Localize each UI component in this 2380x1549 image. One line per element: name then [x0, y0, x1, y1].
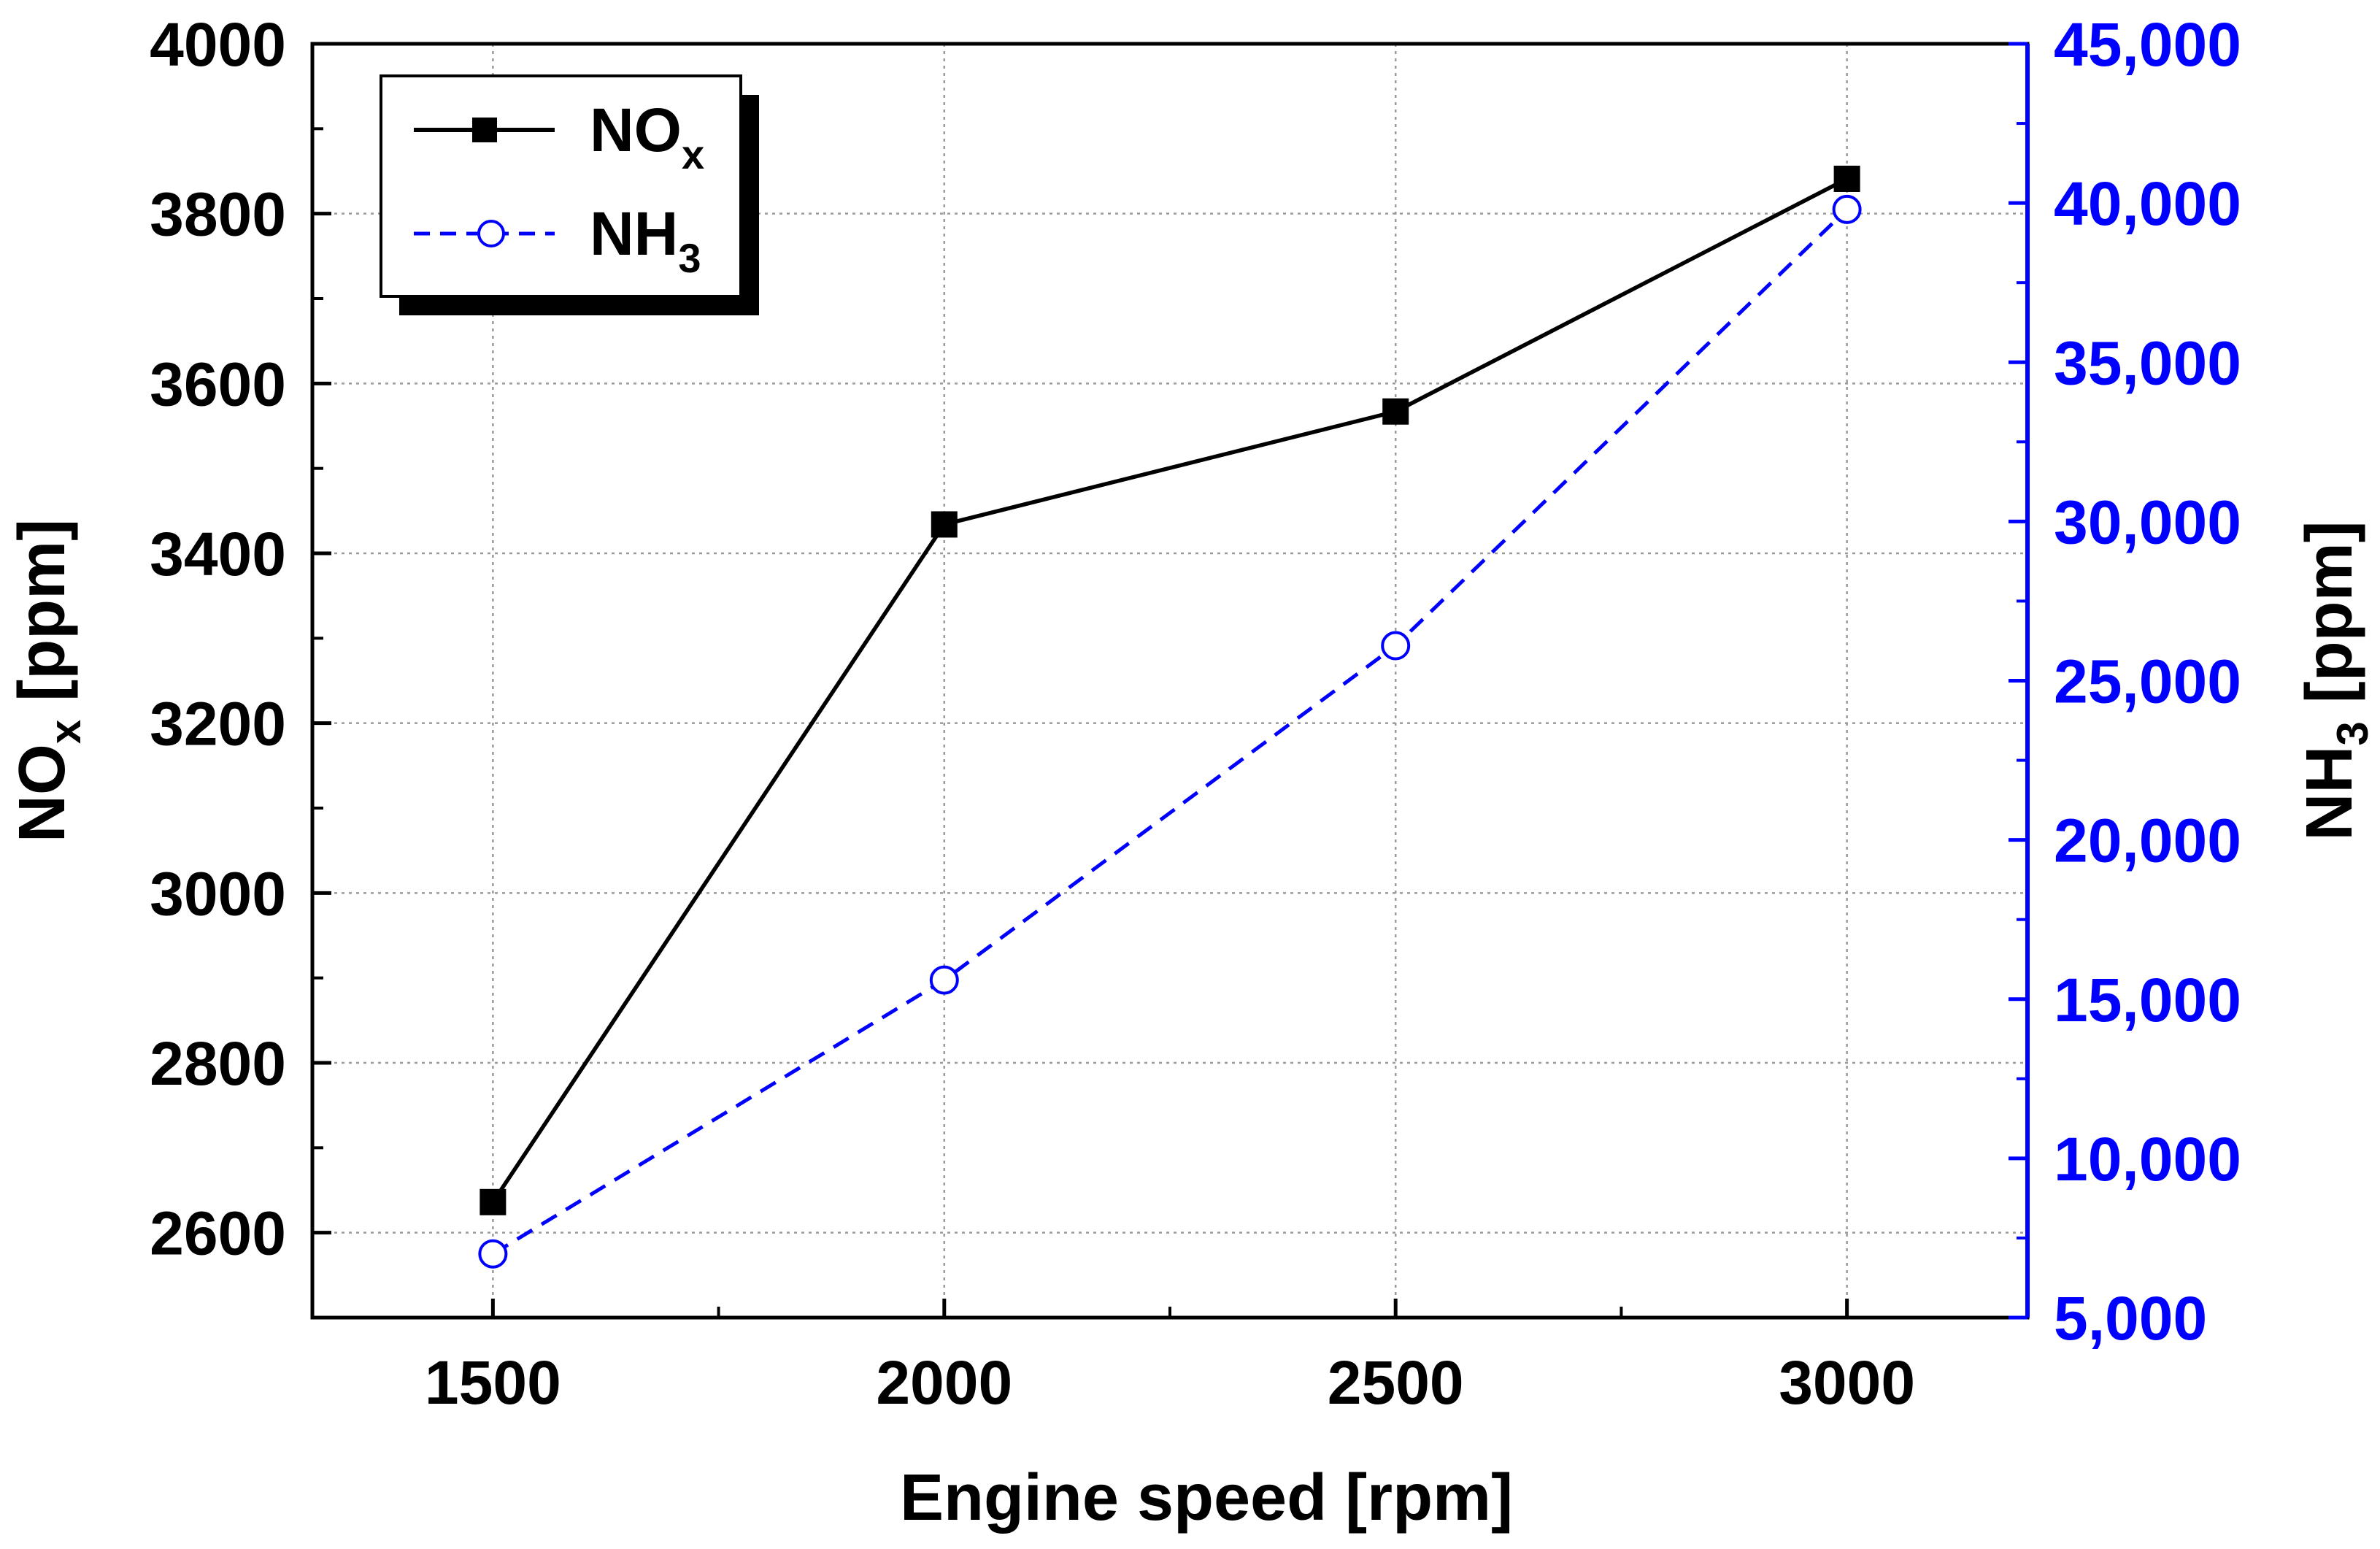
y-tick-label: 2800: [150, 1029, 286, 1098]
y-tick-label: 3600: [150, 350, 286, 418]
data-point-nh3: [478, 1239, 508, 1269]
y2-axis-title: NH3 [ppm]: [2293, 520, 2377, 840]
x-tick-label: 3000: [1779, 1348, 1915, 1417]
y2-tick-label: 35,000: [2054, 328, 2241, 397]
y2-axis-title-main: NH: [2293, 746, 2366, 841]
x-tick-label: 1500: [425, 1348, 561, 1417]
series-line-nox: [491, 177, 1848, 1204]
y2-tick-label: 5,000: [2054, 1284, 2207, 1353]
legend-nh3-label: NH3: [590, 199, 701, 281]
y-tick-label: 2600: [150, 1199, 286, 1268]
legend-box: [380, 74, 742, 298]
data-point-nox: [480, 1188, 507, 1215]
y2-tick-label: 40,000: [2054, 169, 2241, 238]
legend-nh3-marker: [477, 220, 505, 247]
x-tick-label: 2000: [876, 1348, 1012, 1417]
axes: 1500 2000 2500 3000 2600 2800 3000 3200 3400 3600…: [150, 10, 2241, 1417]
x-tick-label: 2500: [1328, 1348, 1464, 1417]
y2-tick-label: 10,000: [2054, 1125, 2241, 1194]
legend-nox-label-main: NO: [590, 96, 682, 164]
y-axis-title-sub: x: [41, 720, 90, 744]
x-axis-title: Engine speed [rpm]: [900, 1461, 1513, 1534]
data-point-nox: [1833, 165, 1860, 192]
legend-nh3-label-sub: 3: [678, 235, 701, 281]
y-axis-title-main: NO: [6, 744, 79, 842]
y-tick-label: 4000: [150, 10, 286, 79]
data-point-nox: [931, 511, 958, 538]
series-layer: [478, 165, 1862, 1269]
y-axis-title-unit: [ppm]: [6, 519, 79, 720]
y-tick-label: 3400: [150, 520, 286, 588]
y-tick-label: 3200: [150, 690, 286, 758]
y2-tick-label: 25,000: [2054, 647, 2241, 716]
data-point-nh3: [1832, 194, 1862, 224]
data-point-nh3: [1381, 631, 1411, 661]
legend-nox-marker: [472, 118, 497, 142]
legend-nox-label: NOx: [590, 96, 704, 177]
legend: NOx NH3: [380, 74, 759, 315]
y2-tick-label: 15,000: [2054, 966, 2241, 1034]
y2-axis-title-unit: [ppm]: [2293, 520, 2366, 721]
y2-tick-label: 30,000: [2054, 488, 2241, 556]
y-tick-label: 3800: [150, 180, 286, 249]
data-point-nox: [1382, 398, 1409, 425]
legend-nh3-label-main: NH: [590, 199, 678, 268]
y-axis-title: NOx [ppm]: [6, 519, 90, 842]
y2-axis-title-sub: 3: [2328, 721, 2377, 745]
y2-tick-label: 45,000: [2054, 10, 2241, 79]
legend-nox-label-sub: x: [682, 131, 704, 177]
data-point-nh3: [929, 965, 959, 995]
y2-tick-label: 20,000: [2054, 807, 2241, 875]
series-line-nh3: [492, 208, 1849, 1256]
y-tick-label: 3000: [150, 859, 286, 928]
